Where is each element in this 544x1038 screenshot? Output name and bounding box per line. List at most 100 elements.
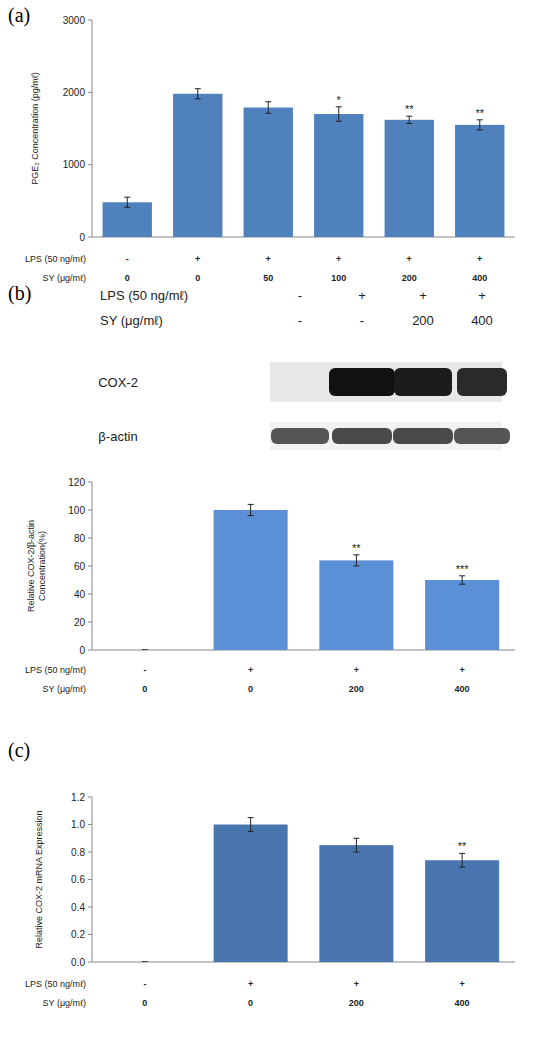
condition-value: 0 xyxy=(142,684,147,694)
tick-label: 120 xyxy=(68,477,85,488)
error-bar xyxy=(353,555,359,566)
condition-value: + xyxy=(354,665,359,675)
error-line xyxy=(338,107,339,121)
y-axis xyxy=(92,482,93,650)
tick-label: 3000 xyxy=(63,15,86,26)
tick xyxy=(88,20,92,21)
condition-value: + xyxy=(354,979,359,989)
error-cap xyxy=(248,504,254,505)
bar xyxy=(425,860,499,962)
bar xyxy=(108,962,182,963)
x-axis xyxy=(92,237,515,238)
error-line xyxy=(127,197,128,207)
tick-label: 40 xyxy=(74,589,86,600)
error-line xyxy=(462,576,463,584)
condition-value: 400 xyxy=(472,273,487,283)
condition-value: 200 xyxy=(402,273,417,283)
condition-label: SY (μg/mℓ) xyxy=(43,684,86,694)
bar xyxy=(244,108,293,237)
condition-value: 50 xyxy=(263,273,273,283)
marks xyxy=(142,818,499,962)
error-cap xyxy=(353,838,359,839)
bar xyxy=(214,510,288,650)
tick xyxy=(88,797,92,798)
tick xyxy=(88,962,92,963)
error-cap xyxy=(336,106,342,107)
y-axis-label: Relative COX-2/β-actinConcentration(%) xyxy=(26,520,47,612)
significance: ** xyxy=(458,840,467,852)
y-axis-label-line: Relative COX-2/β-actin xyxy=(26,520,36,612)
condition-label: LPS (50 ng/mℓ) xyxy=(25,979,86,989)
tick-label: 100 xyxy=(68,505,85,516)
chart: 0100020003000PGE₂ Concentration (pg/mℓ)*… xyxy=(25,15,515,284)
error-cap xyxy=(248,515,254,516)
error-bar xyxy=(195,89,201,99)
blot-row-value: - xyxy=(298,288,302,303)
error-cap xyxy=(406,123,412,124)
tick-label: 1.2 xyxy=(71,792,85,803)
error-line xyxy=(356,555,357,566)
blot-row-value: + xyxy=(478,288,486,303)
condition-value: 0 xyxy=(248,684,253,694)
error-cap xyxy=(142,650,148,651)
error-line xyxy=(479,120,480,130)
figure: (a)(b)(c)0100020003000PGE₂ Concentration… xyxy=(0,0,544,1038)
tick-label: 2000 xyxy=(63,87,86,98)
error-cap xyxy=(353,554,359,555)
tick xyxy=(88,824,92,825)
blot-row-value: - xyxy=(360,313,364,328)
error-cap xyxy=(477,119,483,120)
marks xyxy=(103,89,505,237)
error-bar xyxy=(248,818,254,832)
condition-value: 400 xyxy=(455,998,470,1008)
blot-band xyxy=(329,368,395,396)
tick-label: 0 xyxy=(79,232,85,243)
blot-band-label: β-actin xyxy=(98,429,137,444)
error-cap xyxy=(142,962,148,963)
error-bar xyxy=(477,120,483,130)
tick xyxy=(88,622,92,623)
chart: 0.00.20.40.60.81.01.2Relative COX-2 mRNA… xyxy=(25,792,515,1009)
blot-row-value: 200 xyxy=(412,313,434,328)
background xyxy=(0,0,544,1038)
error-cap xyxy=(406,116,412,117)
error-cap xyxy=(353,852,359,853)
panel-label: (a) xyxy=(8,4,30,27)
error-cap xyxy=(195,98,201,99)
condition-value: + xyxy=(407,254,412,264)
tick xyxy=(88,510,92,511)
tick-label: 0.6 xyxy=(71,874,85,885)
error-cap xyxy=(353,566,359,567)
error-cap xyxy=(336,121,342,122)
error-cap xyxy=(459,867,465,868)
error-bar xyxy=(336,107,342,121)
bar xyxy=(103,202,152,237)
marks xyxy=(142,504,499,650)
condition-value: 200 xyxy=(349,998,364,1008)
condition-value: 100 xyxy=(331,273,346,283)
tick xyxy=(88,879,92,880)
condition-value: + xyxy=(477,254,482,264)
tick xyxy=(88,164,92,165)
tick-label: 0.4 xyxy=(71,902,85,913)
y-axis-label: Relative COX-2 mRNA Expression xyxy=(34,810,44,948)
condition-value: 0 xyxy=(125,273,130,283)
error-line xyxy=(250,818,251,832)
bar xyxy=(455,125,504,237)
condition-value: + xyxy=(459,665,464,675)
error-cap xyxy=(124,197,130,198)
error-bar xyxy=(248,504,254,515)
blot: LPS (50 ng/mℓ)-+++SY (μg/mℓ)--200400COX-… xyxy=(98,288,510,450)
blot-band xyxy=(457,368,507,396)
error-bar xyxy=(459,853,465,867)
error-line xyxy=(462,853,463,867)
y-axis-label-line: Concentration(%) xyxy=(37,531,47,601)
error-cap xyxy=(459,575,465,576)
condition-value: - xyxy=(126,254,129,264)
condition-value: + xyxy=(266,254,271,264)
significance: ** xyxy=(405,103,414,115)
error-cap xyxy=(459,584,465,585)
tick-label: 0 xyxy=(79,645,85,656)
bar xyxy=(108,650,182,651)
error-line xyxy=(409,116,410,123)
